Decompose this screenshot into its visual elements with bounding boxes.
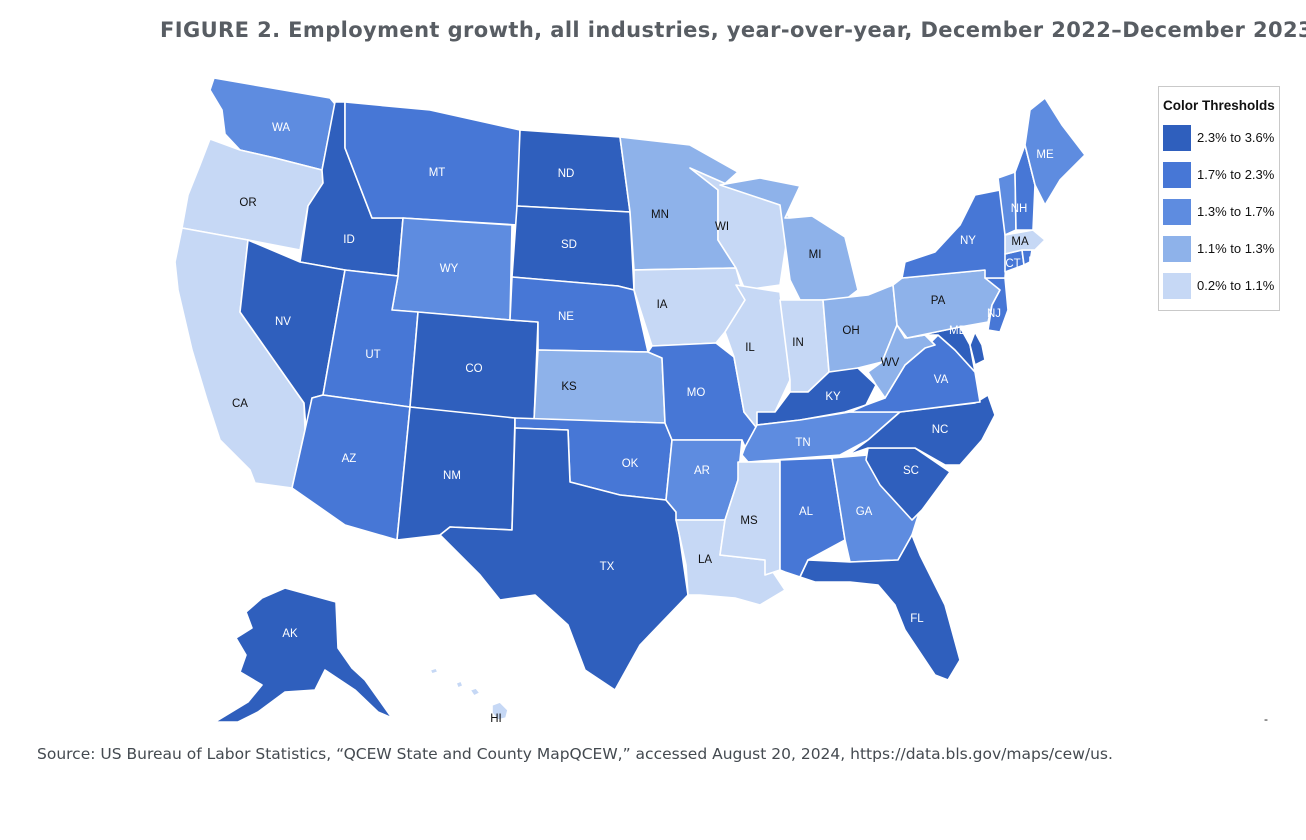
state-nj bbox=[984, 277, 1009, 333]
state-hi bbox=[491, 701, 509, 721]
legend-item: 2.3% to 3.6% bbox=[1163, 125, 1279, 151]
state-label-ny: NY bbox=[960, 235, 976, 247]
state-label-me: ME bbox=[1036, 149, 1054, 161]
source-note: Source: US Bureau of Labor Statistics, “… bbox=[37, 745, 1113, 763]
state-label-in: IN bbox=[792, 337, 804, 349]
state-label-wv: WV bbox=[881, 357, 900, 369]
state-az bbox=[291, 394, 411, 541]
legend-item-label: 1.7% to 2.3% bbox=[1197, 167, 1275, 182]
state-label-nv: NV bbox=[275, 316, 291, 328]
state-mo bbox=[647, 342, 761, 448]
state-label-md: MD bbox=[949, 325, 967, 337]
state-label-sd: SD bbox=[561, 239, 577, 251]
state-label-il: IL bbox=[745, 342, 755, 354]
legend-item: 0.2% to 1.1% bbox=[1163, 273, 1279, 299]
state-label-nh: NH bbox=[1011, 203, 1028, 215]
legend-swatch bbox=[1163, 273, 1191, 299]
legend-item: 1.7% to 2.3% bbox=[1163, 162, 1279, 188]
state-label-sc: SC bbox=[903, 465, 919, 477]
state-label-mt: MT bbox=[429, 167, 446, 179]
state-label-hi: HI bbox=[490, 713, 502, 725]
state-label-ne: NE bbox=[558, 311, 574, 323]
state-label-ca: CA bbox=[232, 398, 248, 410]
legend-swatch bbox=[1163, 199, 1191, 225]
state-label-ia: IA bbox=[657, 299, 668, 311]
state-hi bbox=[469, 687, 481, 697]
state-or bbox=[181, 138, 324, 251]
state-label-fl: FL bbox=[910, 613, 924, 625]
legend-item-label: 1.3% to 1.7% bbox=[1197, 204, 1275, 219]
state-label-ak: AK bbox=[282, 628, 298, 640]
state-label-ma: MA bbox=[1011, 236, 1029, 248]
legend-swatch bbox=[1163, 162, 1191, 188]
state-label-tx: TX bbox=[600, 561, 615, 573]
state-label-nd: ND bbox=[558, 168, 575, 180]
legend-item-label: 2.3% to 3.6% bbox=[1197, 130, 1275, 145]
state-label-pa: PA bbox=[931, 295, 946, 307]
state-label-wi: WI bbox=[715, 221, 729, 233]
state-label-ms: MS bbox=[740, 515, 758, 527]
legend-item: 1.1% to 1.3% bbox=[1163, 236, 1279, 262]
state-label-tn: TN bbox=[795, 437, 810, 449]
state-mt bbox=[344, 101, 521, 226]
legend-item-label: 1.1% to 1.3% bbox=[1197, 241, 1275, 256]
state-md bbox=[906, 326, 976, 373]
state-label-ar: AR bbox=[694, 465, 710, 477]
state-label-nm: NM bbox=[443, 470, 461, 482]
state-label-nc: NC bbox=[932, 424, 949, 436]
state-label-id: ID bbox=[343, 234, 355, 246]
state-label-wy: WY bbox=[440, 263, 459, 275]
state-label-ky: KY bbox=[825, 391, 841, 403]
state-label-mi: MI bbox=[809, 249, 822, 261]
state-label-nj: NJ bbox=[987, 308, 1001, 320]
state-tx bbox=[439, 427, 689, 691]
state-label-or: OR bbox=[239, 197, 256, 209]
state-label-mo: MO bbox=[687, 387, 706, 399]
legend-title: Color Thresholds bbox=[1163, 98, 1275, 113]
state-label-ok: OK bbox=[622, 458, 639, 470]
state-label-ks: KS bbox=[561, 381, 577, 393]
state-label-la: LA bbox=[698, 554, 712, 566]
color-legend: Color Thresholds 2.3% to 3.6% 1.7% to 2.… bbox=[1158, 86, 1280, 311]
legend-swatch bbox=[1163, 236, 1191, 262]
state-hi bbox=[429, 667, 439, 675]
state-nc bbox=[847, 394, 996, 466]
corner-mark: - bbox=[1264, 712, 1268, 726]
state-label-al: AL bbox=[799, 506, 814, 518]
state-mi bbox=[719, 177, 859, 301]
state-me bbox=[1024, 97, 1086, 206]
state-label-mn: MN bbox=[651, 209, 669, 221]
legend-item-label: 0.2% to 1.1% bbox=[1197, 278, 1275, 293]
state-label-ut: UT bbox=[365, 349, 380, 361]
figure-title: FIGURE 2. Employment growth, all industr… bbox=[160, 18, 1306, 42]
state-label-ga: GA bbox=[856, 506, 873, 518]
state-ks bbox=[533, 349, 666, 424]
state-ak bbox=[214, 587, 393, 723]
legend-item: 1.3% to 1.7% bbox=[1163, 199, 1279, 225]
state-fl bbox=[799, 534, 961, 681]
state-label-ri: RI bbox=[1028, 256, 1040, 268]
legend-swatch bbox=[1163, 125, 1191, 151]
state-label-va: VA bbox=[934, 374, 949, 386]
state-de bbox=[969, 331, 986, 366]
state-label-de: DE bbox=[982, 335, 998, 347]
state-hi bbox=[455, 680, 464, 689]
state-label-co: CO bbox=[465, 363, 482, 375]
state-label-wa: WA bbox=[272, 122, 290, 134]
state-label-az: AZ bbox=[342, 453, 357, 465]
state-label-ct: CT bbox=[1005, 258, 1020, 270]
state-pa bbox=[892, 269, 1001, 339]
state-ny bbox=[901, 189, 1009, 279]
state-label-oh: OH bbox=[842, 325, 859, 337]
